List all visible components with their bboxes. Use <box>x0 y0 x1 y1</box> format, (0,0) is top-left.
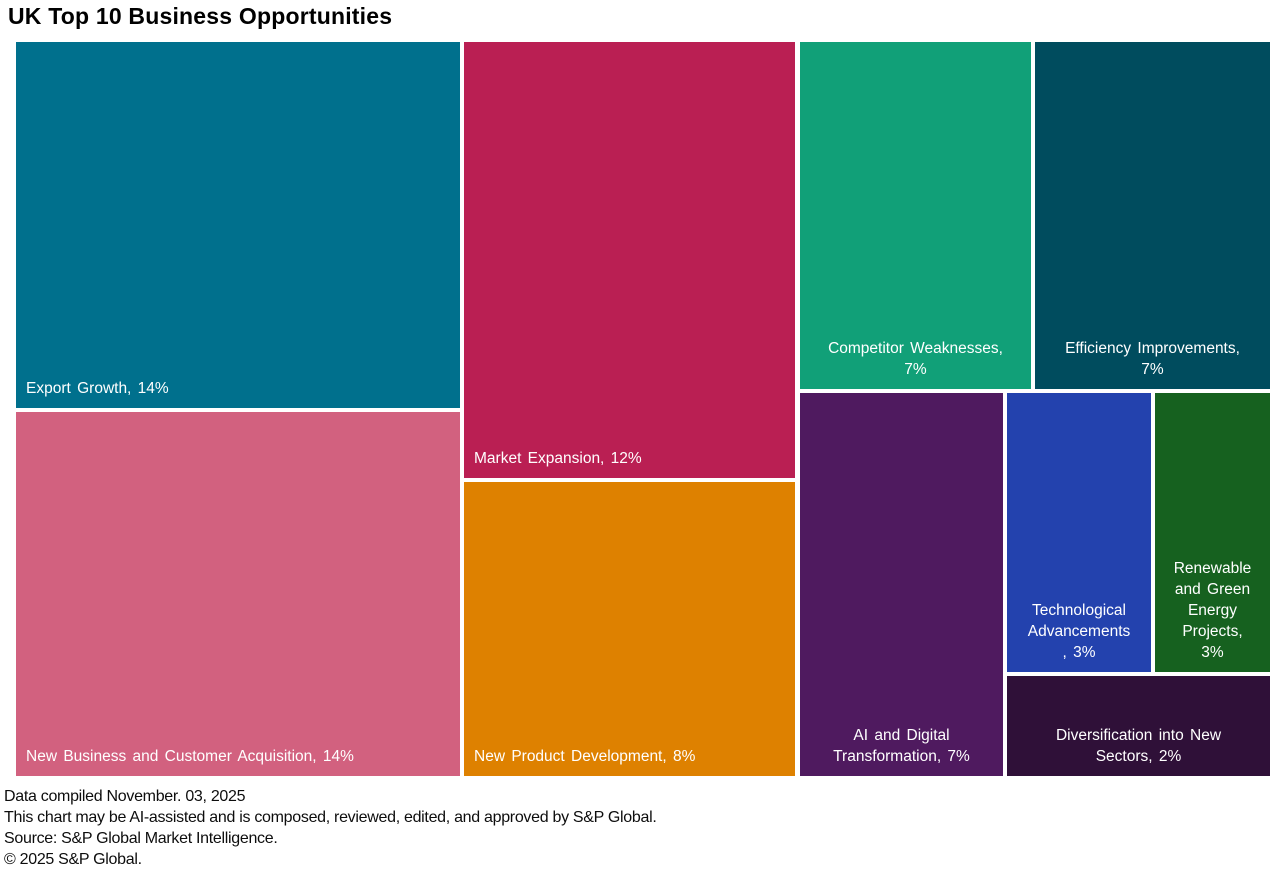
footnote-source: Source: S&P Global Market Intelligence. <box>4 830 278 847</box>
page-title: UK Top 10 Business Opportunities <box>8 3 393 29</box>
tile-label: New Product Development, 8% <box>474 748 696 765</box>
tile-label: Diversification into New Sectors, 2% <box>1055 727 1222 765</box>
treemap-tile-competitor-weaknesses: Competitor Weaknesses, 7% <box>800 42 1031 389</box>
treemap-tile-diversification-into-new-sectors: Diversification into New Sectors, 2% <box>1007 676 1270 776</box>
tile-label: AI and Digital Transformation, 7% <box>833 727 970 765</box>
tile-label: Export Growth, 14% <box>26 380 169 397</box>
tile-label: New Business and Customer Acquisition, 1… <box>26 748 354 765</box>
treemap-tile-export-growth: Export Growth, 14% <box>16 42 460 408</box>
treemap: Export Growth, 14% New Business and Custo… <box>16 42 1270 776</box>
treemap-tile-new-product-development: New Product Development, 8% <box>464 482 795 776</box>
tile-label: Renewable and Green Energy Projects, 3% <box>1173 560 1252 661</box>
footnote-ai-disclaimer: This chart may be AI-assisted and is com… <box>4 809 657 826</box>
chart-footnotes: Data compiled November. 03, 2025 This ch… <box>4 786 657 870</box>
treemap-tile-new-business-and-customer-acquisition: New Business and Customer Acquisition, 1… <box>16 412 460 776</box>
tile-label: Technological Advancements , 3% <box>1027 602 1131 661</box>
tile-label: Market Expansion, 12% <box>474 450 642 467</box>
footnote-copyright: © 2025 S&P Global. <box>4 851 142 868</box>
treemap-tile-market-expansion: Market Expansion, 12% <box>464 42 795 478</box>
footnote-compiled-date: Data compiled November. 03, 2025 <box>4 788 246 805</box>
treemap-tile-ai-and-digital-transformation: AI and Digital Transformation, 7% <box>800 393 1003 776</box>
treemap-tile-efficiency-improvements: Efficiency Improvements, 7% <box>1035 42 1270 389</box>
treemap-tile-renewable-and-green-energy-projects: Renewable and Green Energy Projects, 3% <box>1155 393 1270 672</box>
tile-label: Efficiency Improvements, 7% <box>1065 340 1240 378</box>
tile-label: Competitor Weaknesses, 7% <box>828 340 1003 378</box>
treemap-tile-technological-advancements: Technological Advancements , 3% <box>1007 393 1151 672</box>
